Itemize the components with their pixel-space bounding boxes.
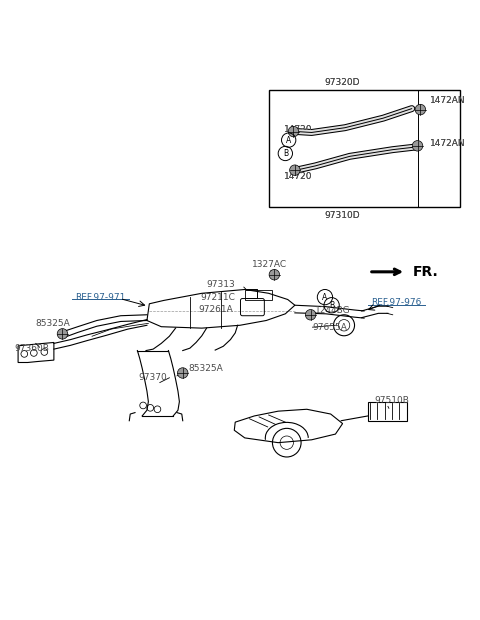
Circle shape — [269, 270, 280, 280]
Text: 97320D: 97320D — [325, 78, 360, 87]
Circle shape — [305, 309, 316, 320]
Text: 1472AN: 1472AN — [430, 95, 465, 105]
Circle shape — [289, 165, 300, 175]
Text: 1472AN: 1472AN — [430, 140, 465, 148]
Text: 1472AN: 1472AN — [430, 95, 465, 105]
Text: 97320D: 97320D — [325, 78, 360, 87]
Text: 97510B: 97510B — [374, 396, 409, 405]
Circle shape — [412, 141, 423, 151]
Text: 1472AN: 1472AN — [430, 140, 465, 148]
Text: B: B — [283, 149, 288, 158]
Text: 1244BG: 1244BG — [315, 306, 351, 316]
Text: 97655A: 97655A — [312, 322, 348, 332]
Bar — [245, 290, 273, 301]
Text: 14720: 14720 — [284, 172, 313, 181]
Text: 14720: 14720 — [284, 125, 313, 134]
Text: 97370: 97370 — [139, 373, 168, 383]
Text: REF.97-976: REF.97-976 — [372, 298, 422, 308]
Text: B: B — [329, 301, 334, 310]
Text: 1327AC: 1327AC — [252, 260, 287, 270]
Text: 97310D: 97310D — [325, 211, 360, 219]
Text: FR.: FR. — [413, 265, 439, 279]
Text: 85325A: 85325A — [189, 364, 223, 373]
Text: 14720: 14720 — [284, 125, 313, 134]
Circle shape — [178, 368, 188, 378]
Text: 97310D: 97310D — [325, 211, 360, 219]
Text: 97211C: 97211C — [200, 293, 235, 301]
Text: REF.97-971: REF.97-971 — [75, 293, 126, 301]
Text: 97261A: 97261A — [199, 304, 233, 314]
Text: A: A — [323, 293, 327, 301]
Text: 97313: 97313 — [206, 280, 235, 289]
Circle shape — [57, 329, 68, 339]
Text: 97360B: 97360B — [14, 344, 49, 353]
Bar — [368, 402, 407, 421]
Text: 85325A: 85325A — [36, 319, 70, 327]
Text: 14720: 14720 — [284, 172, 313, 181]
Circle shape — [415, 104, 426, 115]
Circle shape — [288, 126, 299, 137]
Text: A: A — [286, 136, 291, 144]
Bar — [269, 91, 459, 208]
